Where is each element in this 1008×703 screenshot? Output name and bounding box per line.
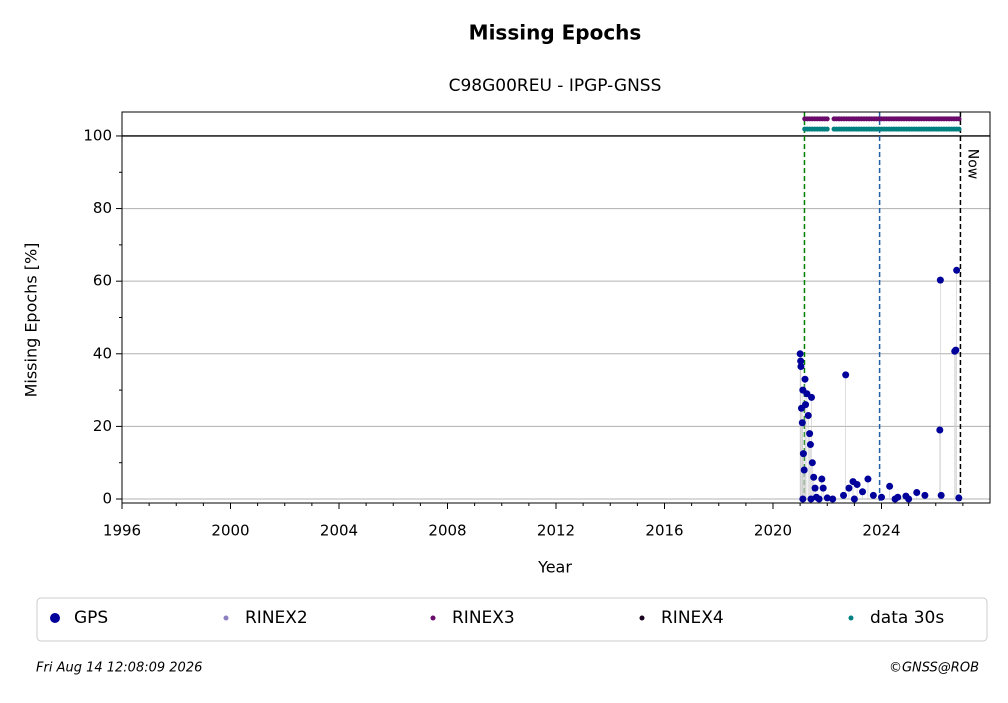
x-tick-label: 2012 <box>537 522 575 540</box>
data-point <box>819 484 827 492</box>
data-point <box>810 473 818 481</box>
y-tick-label: 40 <box>93 344 112 362</box>
data-point <box>811 484 819 492</box>
data-point <box>798 419 806 427</box>
data-point <box>859 488 867 496</box>
data-point <box>842 371 850 379</box>
data-point <box>850 495 858 503</box>
legend-marker <box>430 615 436 621</box>
data-point <box>955 494 963 502</box>
data-point <box>818 475 826 483</box>
data-point <box>806 441 814 449</box>
data-point <box>800 466 808 474</box>
data-point <box>878 493 885 501</box>
x-tick-label: 2024 <box>862 522 900 540</box>
data-point <box>840 491 848 499</box>
legend-label: GPS <box>74 608 108 628</box>
data-point <box>905 495 913 503</box>
data-point <box>802 401 810 409</box>
x-tick-label: 2016 <box>645 522 683 540</box>
data-point <box>921 491 929 499</box>
legend-marker <box>223 615 229 621</box>
data-point <box>823 494 831 502</box>
x-tick-label: 2008 <box>428 522 466 540</box>
y-axis-label: Missing Epochs [%] <box>22 243 41 398</box>
data-point <box>891 495 899 503</box>
data-point <box>801 375 809 383</box>
data-point <box>806 430 814 438</box>
data-point <box>853 480 861 488</box>
data-point <box>804 412 812 420</box>
chart-subtitle: C98G00REU - IPGP-GNSS <box>449 76 662 96</box>
data-point <box>797 362 805 370</box>
legend-box <box>36 597 988 642</box>
data-point <box>799 495 807 503</box>
legend-marker <box>848 615 854 621</box>
legend-label: data 30s <box>870 608 944 628</box>
data-point <box>913 488 921 496</box>
data-point <box>864 475 872 483</box>
x-tick-label: 2000 <box>211 522 249 540</box>
data-point <box>845 484 853 492</box>
vline-label: Now <box>964 149 980 180</box>
legend-marker <box>639 615 645 621</box>
y-tick-label: 0 <box>102 490 112 508</box>
x-tick-label: 2004 <box>320 522 358 540</box>
legend-marker <box>50 613 60 623</box>
data-point <box>796 350 804 358</box>
legend-label: RINEX3 <box>452 608 515 628</box>
data-point <box>799 450 807 458</box>
legend-label: RINEX2 <box>245 608 308 628</box>
data-point <box>829 495 837 503</box>
data-point <box>815 495 823 503</box>
data-point <box>797 357 805 365</box>
data-point <box>808 393 816 401</box>
y-tick-label: 80 <box>93 199 112 217</box>
data-point <box>937 491 945 499</box>
data-point <box>869 491 877 499</box>
data-point <box>936 276 944 284</box>
data-point <box>886 482 894 490</box>
y-tick-label: 20 <box>93 417 112 435</box>
y-tick-label: 60 <box>93 272 112 290</box>
footer-credit: ©GNSS@ROB <box>889 661 979 676</box>
chart-title: Missing Epochs <box>469 21 642 45</box>
plot-frame <box>121 111 991 504</box>
data-point <box>936 426 944 434</box>
y-tick-label: 100 <box>83 126 112 144</box>
footer-timestamp: Fri Aug 14 12:08:09 2026 <box>36 661 202 676</box>
legend-label: RINEX4 <box>661 608 724 628</box>
data-point <box>807 495 815 503</box>
x-axis-label: Year <box>537 558 572 577</box>
x-tick-label: 2020 <box>754 522 792 540</box>
data-point <box>952 346 960 354</box>
data-point <box>808 459 816 467</box>
x-tick-label: 1996 <box>103 522 141 540</box>
data-point <box>953 266 961 274</box>
